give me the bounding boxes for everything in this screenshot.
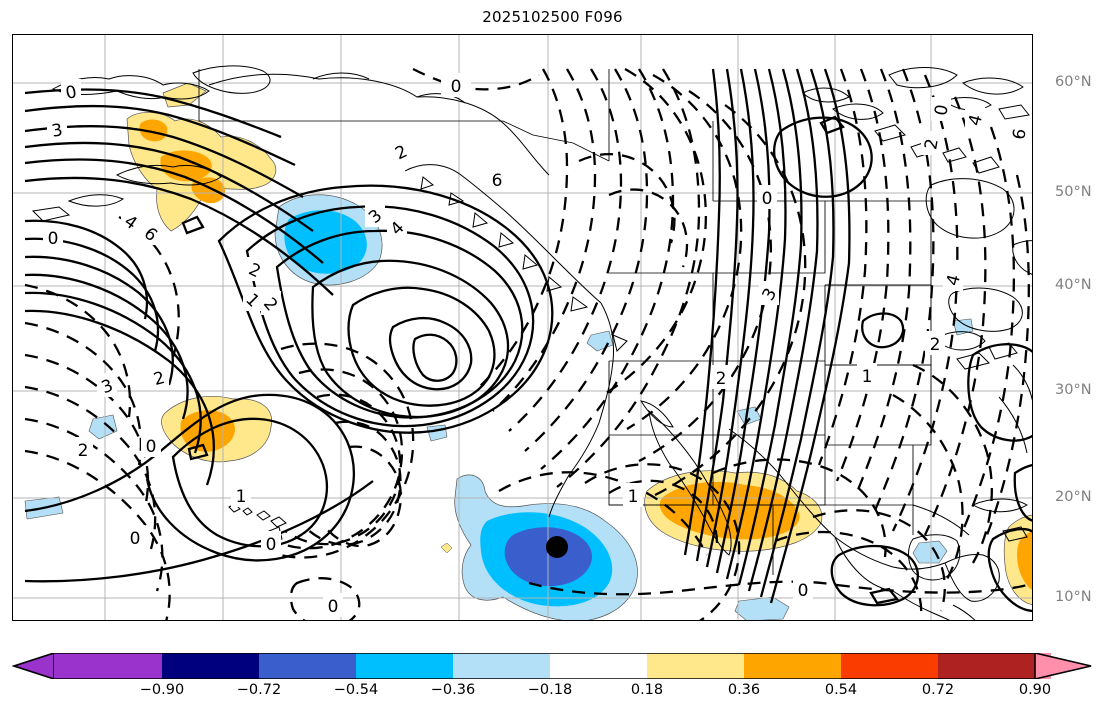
shade-cool-nevada (426, 424, 448, 442)
lat-label-60n: 60°N (1055, 74, 1092, 90)
map-frame: 0 3 0 4 6 2 3 4 6 0 2 1 2 3 2 2 0 (12, 34, 1033, 621)
svg-text:1: 1 (628, 487, 639, 507)
coastlines-layer (31, 65, 1032, 620)
cb-seg-5 (550, 653, 647, 679)
cb-seg-under (12, 653, 55, 679)
svg-text:4: 4 (965, 112, 987, 128)
cb-tick-label-1: −0.72 (236, 682, 282, 698)
cb-tick-label-0: −0.90 (139, 682, 185, 698)
map-panel: 0 3 0 4 6 2 3 4 6 0 2 1 2 3 2 2 0 (12, 34, 1092, 673)
lat-label-50n: 50°N (1055, 184, 1092, 200)
cb-tick-label-5: 0.18 (630, 682, 664, 698)
svg-text:0: 0 (762, 189, 773, 209)
svg-text:0: 0 (64, 82, 79, 104)
svg-text:2: 2 (930, 335, 941, 355)
colorbar-svg (12, 653, 1092, 679)
svg-text:0: 0 (178, 619, 189, 621)
svg-text:2: 2 (151, 368, 167, 390)
cb-tick-label-7: 0.54 (824, 682, 858, 698)
lat-label-40n: 40°N (1055, 277, 1092, 293)
svg-text:0: 0 (130, 529, 141, 549)
svg-text:2: 2 (78, 441, 89, 461)
contour-solid-layer (24, 68, 1032, 612)
cb-tick-label-3: −0.36 (430, 682, 476, 698)
cb-seg-6 (647, 653, 744, 679)
cb-seg-8 (841, 653, 938, 679)
cb-seg-3 (356, 653, 453, 679)
cb-tick-label-6: 0.36 (727, 682, 761, 698)
contour-labels: 0 3 0 4 6 2 3 4 6 0 2 1 2 3 2 2 0 (43, 73, 1031, 621)
map-canvas: 0 3 0 4 6 2 3 4 6 0 2 1 2 3 2 2 0 (13, 35, 1032, 621)
svg-text:6: 6 (492, 171, 503, 191)
svg-text:0: 0 (451, 77, 462, 97)
shade-cool-ne-small (952, 318, 974, 336)
shaded-anomaly-layer (24, 82, 1032, 620)
cb-tick-label-2: −0.54 (333, 682, 379, 698)
cb-seg-0 (54, 653, 162, 679)
lat-label-30n: 30°N (1055, 382, 1092, 398)
colorbar-segments (12, 653, 1092, 679)
shade-cool-socal (586, 330, 614, 352)
svg-text:0: 0 (48, 229, 59, 249)
svg-text:4: 4 (943, 272, 965, 288)
svg-text:1: 1 (862, 367, 873, 387)
svg-text:6: 6 (1009, 127, 1031, 141)
cb-tick-label-4: −0.18 (527, 682, 573, 698)
svg-text:3: 3 (50, 120, 64, 142)
cb-seg-1 (162, 653, 259, 679)
svg-text:2: 2 (921, 137, 943, 151)
cb-seg-over (1034, 653, 1092, 679)
svg-text:2: 2 (716, 369, 727, 389)
shade-warm-right-edge-inner (1017, 531, 1032, 590)
colorbar (12, 653, 1093, 679)
shade-cool-patch-a (88, 414, 118, 440)
shade-warm-alaska-inner1 (139, 119, 168, 142)
svg-text:0: 0 (798, 581, 809, 601)
shade-warm-speck-a (440, 542, 453, 554)
svg-text:1: 1 (236, 487, 247, 507)
cb-seg-4 (453, 653, 550, 679)
page-title: 2025102500 F096 (482, 8, 623, 26)
cb-seg-2 (259, 653, 356, 679)
svg-text:0: 0 (146, 437, 157, 457)
cb-seg-7 (744, 653, 841, 679)
cb-seg-9 (938, 653, 1035, 679)
storm-center-dot (546, 536, 568, 558)
shade-cool-pac-small (734, 596, 790, 620)
shade-cool-yucatan (912, 540, 948, 564)
svg-text:0: 0 (328, 597, 339, 617)
cb-tick-label-9: 0.90 (1018, 682, 1052, 698)
svg-text:0: 0 (266, 535, 277, 555)
svg-text:0: 0 (931, 103, 953, 117)
lat-label-10n: 10°N (1055, 589, 1092, 605)
cb-tick-label-8: 0.72 (921, 682, 955, 698)
lat-label-20n: 20°N (1055, 489, 1092, 505)
